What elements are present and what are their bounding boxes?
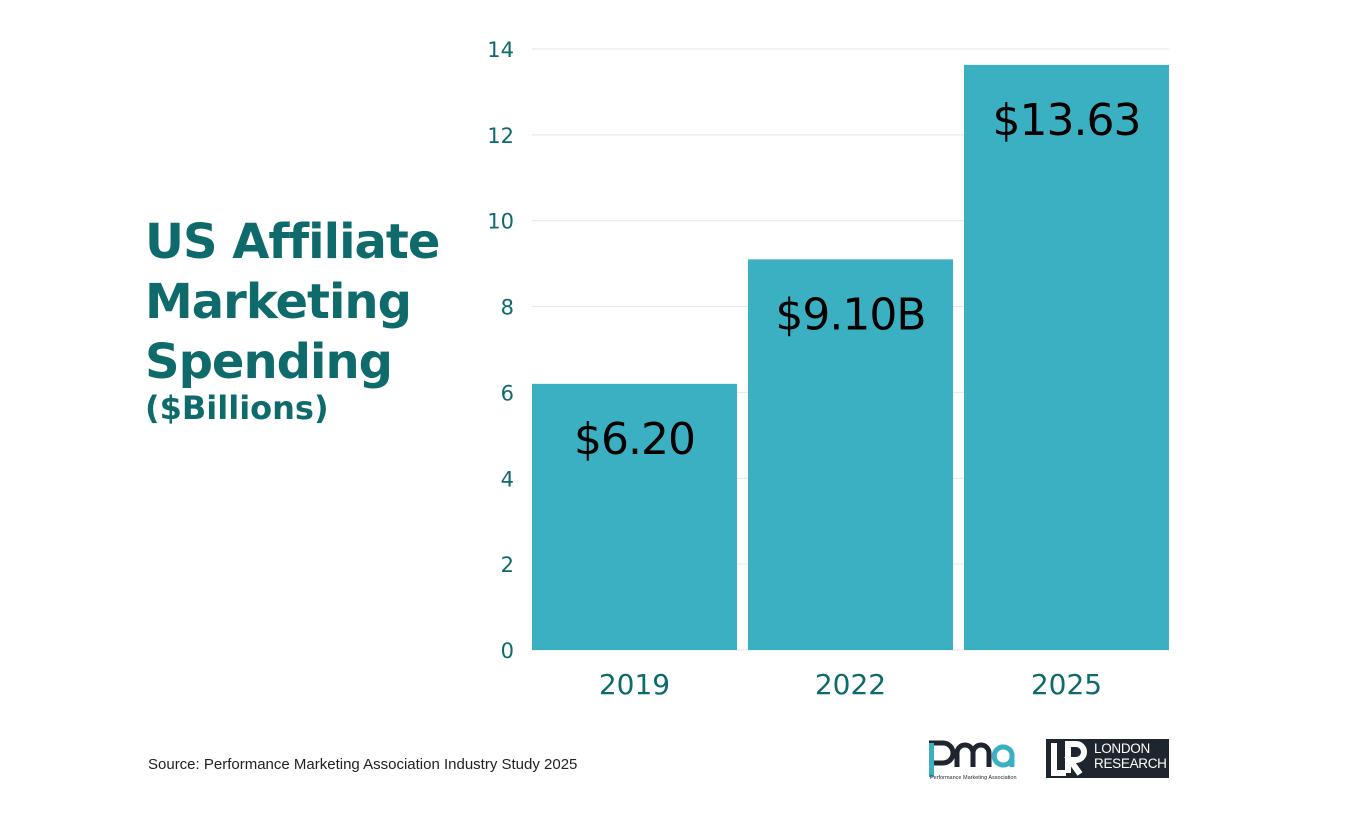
data-label: $9.10B xyxy=(775,289,925,340)
bar-2019 xyxy=(532,383,737,650)
title-line-1: US Affiliate xyxy=(145,214,440,270)
data-label: $6.20 xyxy=(574,414,695,465)
y-tick-label: 8 xyxy=(501,296,514,320)
bars xyxy=(532,64,1169,651)
y-tick-label: 2 xyxy=(501,553,514,577)
pma-logo: Performance Marketing Association xyxy=(926,739,1024,781)
y-tick-label: 12 xyxy=(487,124,514,148)
source-note: Source: Performance Marketing Associatio… xyxy=(148,756,578,773)
y-axis-ticks: 0 2 4 6 8 10 12 14 xyxy=(487,38,514,663)
y-tick-label: 6 xyxy=(501,381,514,405)
y-tick-label: 14 xyxy=(487,38,514,62)
y-tick-label: 4 xyxy=(501,467,514,491)
bar-2025 xyxy=(964,64,1169,651)
svg-text:Performance Marketing Associat: Performance Marketing Association xyxy=(930,775,1017,781)
x-axis-ticks: 2019 2022 2025 xyxy=(599,668,1102,701)
title-line-2: Marketing xyxy=(145,274,412,330)
bar-2022 xyxy=(748,259,953,650)
y-tick-label: 0 xyxy=(501,639,514,663)
title-line-3: Spending xyxy=(145,334,393,390)
london-research-logo: LONDON RESEARCH xyxy=(1046,739,1169,778)
x-tick-label: 2022 xyxy=(815,668,886,701)
y-tick-label: 10 xyxy=(487,210,514,234)
london-research-wordmark: LONDON RESEARCH xyxy=(1094,741,1167,771)
data-label: $13.63 xyxy=(993,95,1141,146)
x-tick-label: 2025 xyxy=(1031,668,1102,701)
lr-line-2: RESEARCH xyxy=(1094,756,1167,771)
chart-subtitle: ($Billions) xyxy=(145,389,329,427)
lr-line-1: LONDON xyxy=(1094,741,1150,756)
x-tick-label: 2019 xyxy=(599,668,670,701)
chart-title: US Affiliate Marketing Spending ($Billio… xyxy=(145,212,445,428)
data-labels: $6.20 $9.10B $13.63 xyxy=(574,95,1141,465)
